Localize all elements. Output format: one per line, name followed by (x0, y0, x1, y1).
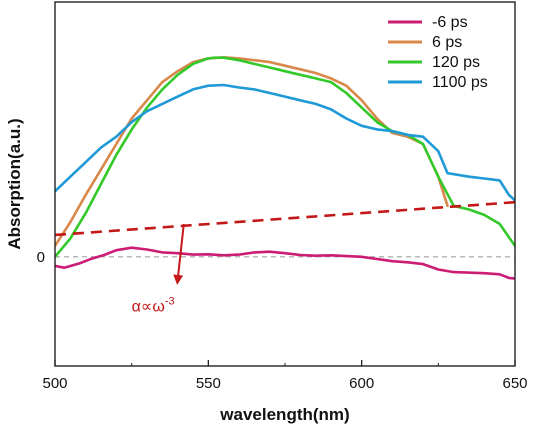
x-tick-label: 600 (349, 375, 374, 392)
legend-label: 120 ps (432, 54, 480, 71)
series-line-minus6ps (55, 246, 515, 280)
x-tick-label: 500 (42, 375, 67, 392)
y-tick-label: 0 (37, 249, 45, 266)
series-line-1100ps (55, 83, 515, 202)
y-axis-label: Absorption(a.u.) (5, 118, 24, 249)
legend-label: 6 ps (432, 34, 462, 51)
legend: -6 ps 6 ps 120 ps 1100 ps (388, 14, 488, 91)
series-line-6ps (55, 56, 449, 248)
legend-label: -6 ps (432, 14, 468, 31)
x-tick-label: 550 (196, 375, 221, 392)
series-line-120ps (55, 56, 515, 259)
legend-label: 1100 ps (432, 74, 488, 91)
x-tick-label: 650 (502, 375, 527, 392)
power-law-fit-line (55, 200, 515, 237)
x-axis-label: wavelength(nm) (219, 405, 349, 424)
annotation-arrow (173, 223, 185, 285)
alpha-omega-annotation: α∝ω-3 (132, 295, 175, 315)
